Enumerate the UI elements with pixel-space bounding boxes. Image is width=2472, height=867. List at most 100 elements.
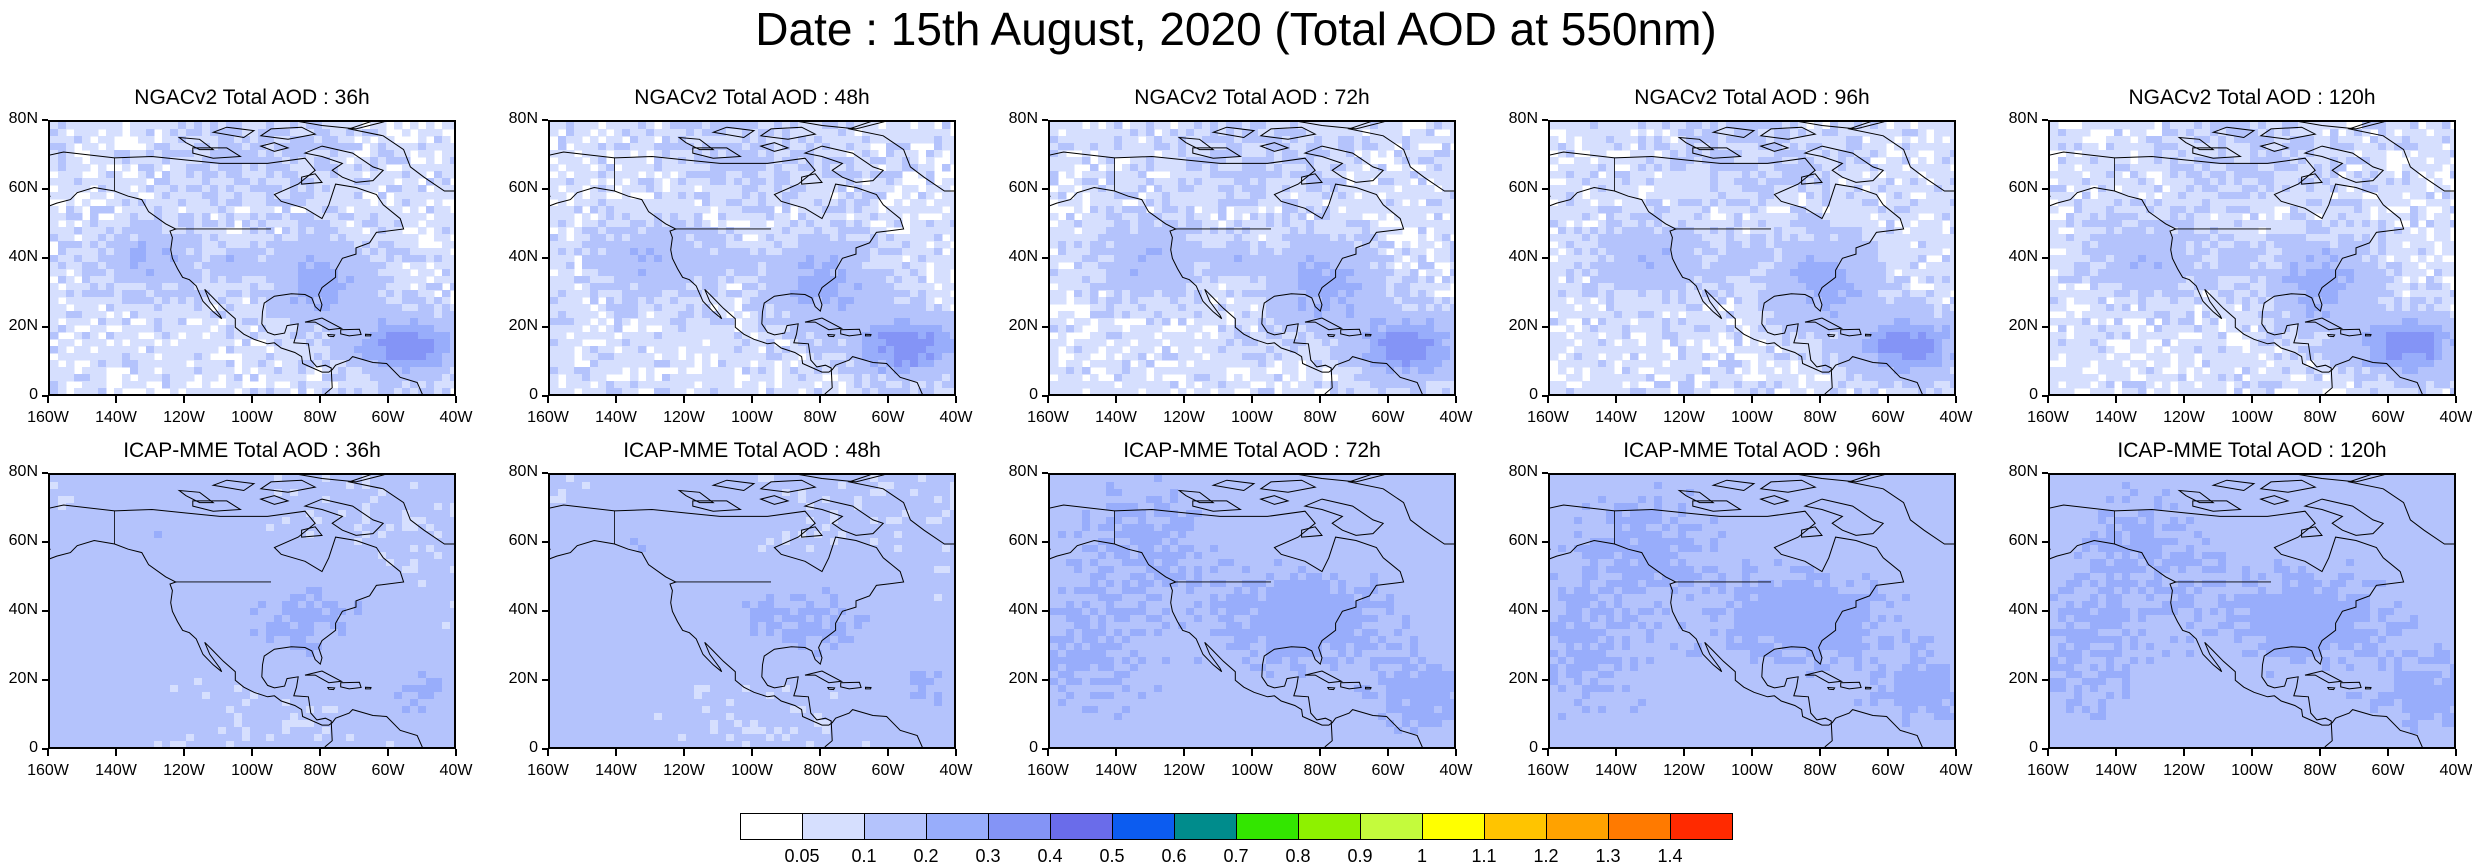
lon-tick: [1115, 396, 1117, 403]
lon-tick: [251, 396, 253, 403]
lat-tick-label: 20N: [488, 670, 538, 688]
lon-tick-label: 60W: [858, 409, 918, 427]
lon-tick-label: 80W: [290, 409, 350, 427]
lon-tick: [819, 396, 821, 403]
lat-tick-label: 20N: [988, 317, 1038, 335]
lon-tick: [2319, 396, 2321, 403]
lon-tick-label: 160W: [1018, 409, 1078, 427]
colorbar-label: 0.9: [1335, 846, 1385, 867]
lat-tick: [2042, 188, 2048, 190]
lon-tick: [1955, 396, 1957, 403]
lon-tick: [1683, 749, 1685, 756]
lon-tick-label: 100W: [2222, 409, 2282, 427]
lat-tick-label: 80N: [488, 463, 538, 481]
lon-tick: [683, 396, 685, 403]
lon-tick-label: 40W: [1426, 762, 1486, 780]
lon-tick: [1615, 749, 1617, 756]
lon-tick-label: 40W: [1926, 762, 1986, 780]
lon-tick-label: 100W: [722, 762, 782, 780]
lon-tick-label: 140W: [1086, 409, 1146, 427]
lat-tick-label: 40N: [488, 601, 538, 619]
lat-tick-label: 0: [0, 739, 38, 757]
lat-tick-label: 0: [988, 386, 1038, 404]
lon-tick-label: 140W: [2086, 409, 2146, 427]
lat-tick-label: 0: [1988, 739, 2038, 757]
lat-tick-label: 60N: [1488, 179, 1538, 197]
lat-tick-label: 80N: [1488, 110, 1538, 128]
lon-tick: [251, 749, 253, 756]
lat-tick-label: 20N: [1488, 670, 1538, 688]
colorbar-swatch: [1546, 813, 1609, 840]
lon-tick-label: 140W: [86, 762, 146, 780]
colorbar-label: 0.2: [901, 846, 951, 867]
lat-tick: [542, 188, 548, 190]
lat-tick: [1542, 188, 1548, 190]
lon-tick-label: 120W: [654, 409, 714, 427]
aod-map: [548, 473, 956, 749]
lon-tick-label: 100W: [1222, 409, 1282, 427]
lat-tick: [542, 610, 548, 612]
lon-tick: [1115, 749, 1117, 756]
panel-title: NGACv2 Total AOD : 120h: [2048, 86, 2456, 110]
lat-tick-label: 80N: [0, 463, 38, 481]
colorbar-label: 1: [1397, 846, 1447, 867]
lat-tick-label: 40N: [1988, 248, 2038, 266]
lon-tick-label: 80W: [790, 762, 850, 780]
lon-tick: [2387, 396, 2389, 403]
lat-tick: [2042, 257, 2048, 259]
lat-tick-label: 60N: [0, 179, 38, 197]
lat-tick: [1542, 326, 1548, 328]
lon-tick-label: 120W: [1154, 409, 1214, 427]
lon-tick-label: 40W: [2426, 409, 2472, 427]
lon-tick: [2183, 396, 2185, 403]
colorbar-swatch: [1484, 813, 1547, 840]
lon-tick: [115, 749, 117, 756]
colorbar-swatch: [1422, 813, 1485, 840]
lon-tick-label: 120W: [1154, 762, 1214, 780]
lat-tick: [2042, 541, 2048, 543]
lon-tick-label: 80W: [2290, 409, 2350, 427]
panel-title: ICAP-MME Total AOD : 96h: [1548, 439, 1956, 463]
lat-tick-label: 0: [488, 386, 538, 404]
lat-tick-label: 80N: [488, 110, 538, 128]
lon-tick-label: 60W: [2358, 762, 2418, 780]
lat-tick: [1042, 610, 1048, 612]
lat-tick: [42, 326, 48, 328]
lon-tick-label: 160W: [2018, 409, 2078, 427]
lon-tick: [955, 749, 957, 756]
lon-tick: [183, 396, 185, 403]
lon-tick-label: 160W: [1018, 762, 1078, 780]
lon-tick: [387, 749, 389, 756]
lat-tick: [2042, 679, 2048, 681]
lon-tick: [319, 749, 321, 756]
lat-tick-label: 20N: [988, 670, 1038, 688]
lon-tick-label: 140W: [86, 409, 146, 427]
colorbar-swatch: [1608, 813, 1671, 840]
lat-tick-label: 20N: [0, 670, 38, 688]
lon-tick: [1251, 749, 1253, 756]
lon-tick-label: 120W: [2154, 762, 2214, 780]
lon-tick-label: 100W: [1722, 409, 1782, 427]
lat-tick-label: 40N: [988, 601, 1038, 619]
aod-field-svg: [50, 475, 456, 749]
aod-map: [1548, 473, 1956, 749]
lon-tick: [615, 749, 617, 756]
lat-tick-label: 40N: [1488, 601, 1538, 619]
lat-tick-label: 40N: [988, 248, 1038, 266]
lon-tick-label: 100W: [222, 762, 282, 780]
lon-tick: [2047, 749, 2049, 756]
lon-tick-label: 140W: [1086, 762, 1146, 780]
lat-tick: [42, 472, 48, 474]
lon-tick-label: 140W: [1586, 762, 1646, 780]
lat-tick-label: 0: [1988, 386, 2038, 404]
aod-map: [48, 473, 456, 749]
lon-tick: [1683, 396, 1685, 403]
panel-title: ICAP-MME Total AOD : 48h: [548, 439, 956, 463]
lat-tick-label: 60N: [1488, 532, 1538, 550]
aod-field-svg: [1050, 122, 1456, 396]
lon-tick: [547, 396, 549, 403]
lon-tick: [1615, 396, 1617, 403]
